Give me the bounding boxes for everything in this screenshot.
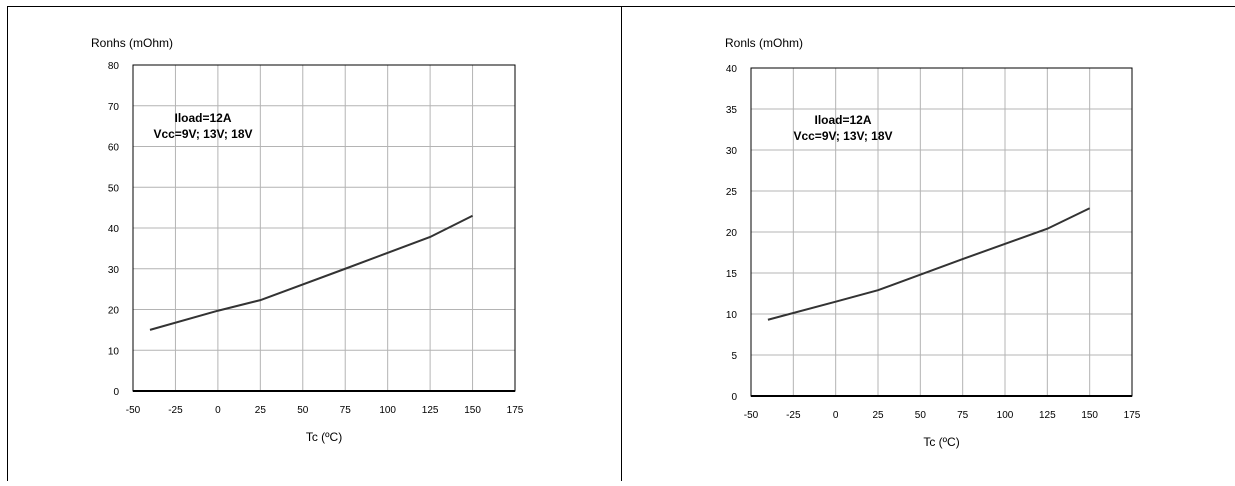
annotation-iload: Iload=12A — [814, 113, 871, 127]
chart-panel-left: -50 -25 0 25 50 75 100 125 150 175 0 10 20 30 40 50 60 70… — [7, 6, 622, 481]
y-tick-label: 70 — [108, 102, 120, 113]
annotation-iload: Iload=12A — [174, 111, 231, 125]
x-tick-label: 175 — [507, 405, 524, 416]
x-tick-label: 125 — [1039, 410, 1056, 421]
x-axis-label: Tc (ºC) — [306, 430, 342, 444]
y-tick-label: 15 — [726, 269, 738, 280]
y-axis-label: Ronls (mOhm) — [725, 36, 803, 50]
y-tick-label: 60 — [108, 143, 120, 154]
y-tick-label: 20 — [108, 306, 120, 317]
x-tick-label: 50 — [297, 405, 309, 416]
x-tick-label: -25 — [786, 410, 801, 421]
y-tick-label: 40 — [726, 64, 738, 75]
chart-panel-right: -50 -25 0 25 50 75 100 125 150 175 0 5 10 15 20 25 30 35 4… — [621, 6, 1235, 481]
x-tick-label: -50 — [126, 405, 141, 416]
x-tick-label: 25 — [255, 405, 267, 416]
x-tick-label: 75 — [340, 405, 352, 416]
x-tick-label: 100 — [997, 410, 1014, 421]
y-tick-label: 50 — [108, 183, 120, 194]
x-tick-label: 150 — [464, 405, 481, 416]
annotation-vcc: Vcc=9V; 13V; 18V — [793, 129, 892, 143]
y-tick-label: 80 — [108, 61, 120, 72]
x-tick-label: 150 — [1081, 410, 1098, 421]
x-tick-label: 175 — [1124, 410, 1141, 421]
x-tick-label: -50 — [744, 410, 759, 421]
annotation-vcc: Vcc=9V; 13V; 18V — [153, 127, 252, 141]
chart-ronls: -50 -25 0 25 50 75 100 125 150 175 0 5 10 15 20 25 30 35 4… — [725, 36, 1141, 449]
x-tick-label: 125 — [422, 405, 439, 416]
chart-ronhs: -50 -25 0 25 50 75 100 125 150 175 0 10 20 30 40 50 60 70… — [91, 36, 524, 444]
y-tick-label: 0 — [731, 392, 737, 403]
y-tick-label: 0 — [113, 387, 119, 398]
y-tick-label: 40 — [108, 224, 120, 235]
x-axis-label: Tc (ºC) — [923, 435, 959, 449]
x-tick-label: 0 — [215, 405, 221, 416]
x-tick-label: 100 — [379, 405, 396, 416]
y-tick-label: 10 — [108, 346, 120, 357]
x-tick-label: 75 — [957, 410, 969, 421]
x-tick-label: 0 — [833, 410, 839, 421]
series-line — [767, 207, 1091, 321]
y-tick-label: 5 — [731, 351, 737, 362]
y-tick-label: 30 — [108, 265, 120, 276]
y-tick-label: 30 — [726, 146, 738, 157]
y-tick-label: 20 — [726, 228, 738, 239]
y-axis-label: Ronhs (mOhm) — [91, 36, 173, 50]
x-tick-label: -25 — [168, 405, 183, 416]
x-tick-label: 25 — [872, 410, 884, 421]
y-tick-label: 25 — [726, 187, 738, 198]
y-tick-label: 35 — [726, 105, 738, 116]
x-tick-label: 50 — [915, 410, 927, 421]
y-tick-label: 10 — [726, 310, 738, 321]
series-line — [149, 214, 474, 331]
